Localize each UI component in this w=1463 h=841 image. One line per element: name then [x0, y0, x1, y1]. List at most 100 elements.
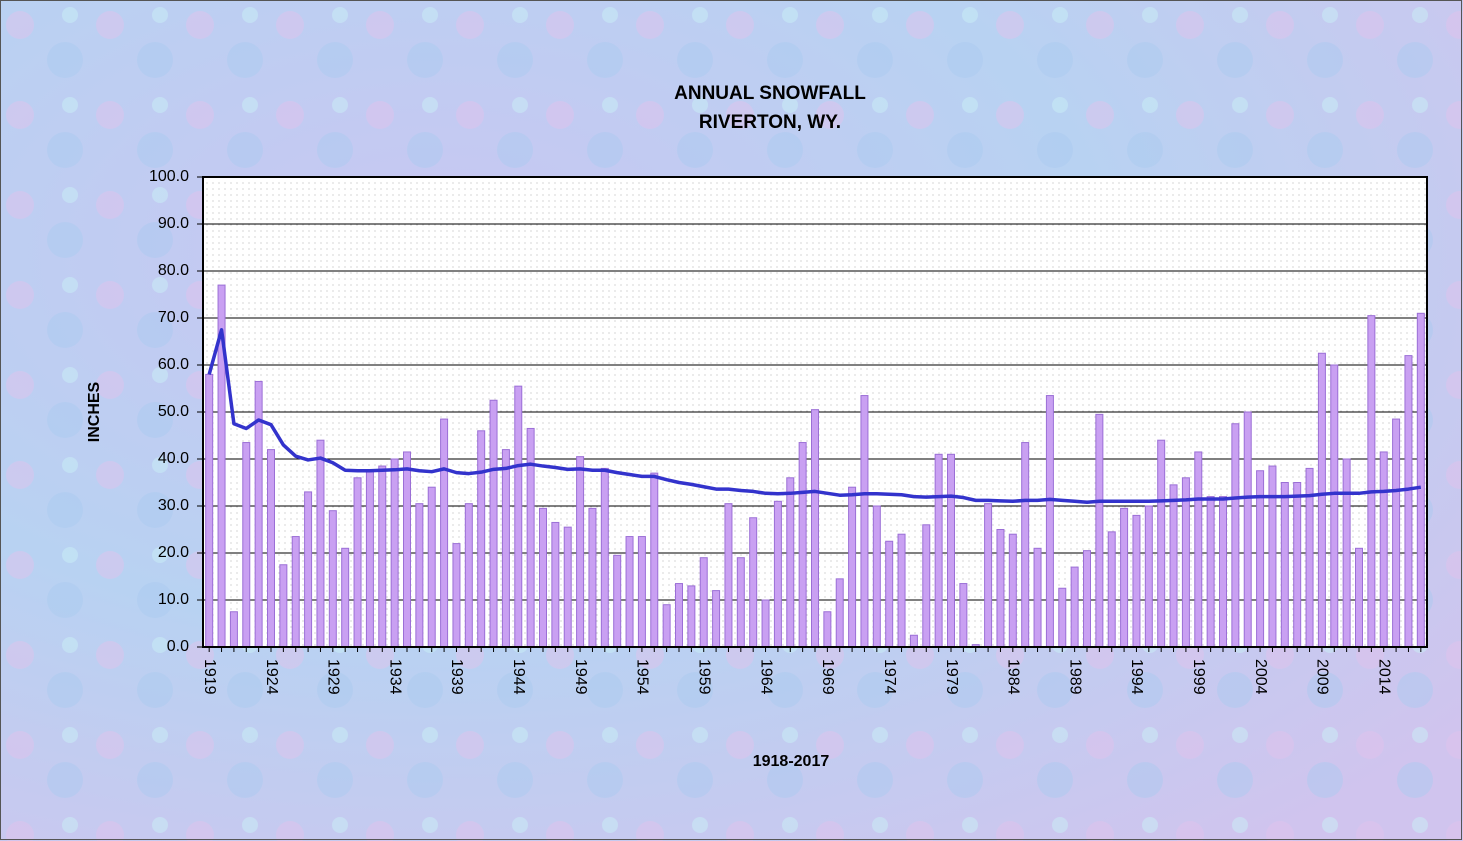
trend-line	[207, 328, 1422, 504]
y-tick-label: 100.0	[149, 168, 189, 185]
x-tick-label: 1969	[819, 659, 836, 695]
bar	[242, 442, 251, 648]
bar	[749, 517, 758, 648]
bar	[1144, 505, 1153, 648]
bar	[699, 557, 708, 648]
bar	[947, 453, 955, 648]
bar	[625, 536, 634, 648]
y-tick-label: 60.0	[158, 356, 189, 373]
bar	[291, 536, 300, 648]
x-tick-label: 2014	[1375, 659, 1392, 695]
bar	[526, 427, 535, 648]
bar	[378, 465, 387, 648]
bar	[267, 449, 275, 648]
bar	[1392, 418, 1401, 648]
bar	[996, 529, 1005, 648]
y-tick-label: 10.0	[158, 591, 189, 608]
bar	[1120, 507, 1129, 648]
bar	[909, 634, 918, 648]
bar	[365, 470, 374, 648]
bar	[984, 503, 993, 648]
x-tick-label: 1974	[881, 659, 898, 695]
x-tick-label: 1944	[510, 659, 527, 695]
bar	[823, 611, 832, 648]
bar	[1157, 439, 1166, 648]
x-tick-label: 1924	[263, 659, 280, 695]
bar	[1058, 587, 1067, 648]
y-tick-label: 90.0	[158, 215, 189, 232]
bar	[712, 590, 721, 648]
bar	[798, 442, 807, 648]
bar	[1367, 315, 1376, 648]
x-tick-label: 1984	[1005, 659, 1022, 695]
plot-border	[202, 176, 1428, 648]
x-tick-label: 1919	[201, 659, 218, 695]
bar	[427, 486, 436, 648]
bar	[1194, 451, 1203, 648]
bar	[1045, 395, 1054, 648]
bar	[1355, 547, 1363, 648]
bar	[304, 491, 313, 648]
bar	[1342, 458, 1351, 648]
bar	[1330, 364, 1339, 648]
bar	[885, 540, 894, 648]
bar	[934, 453, 943, 648]
bar	[872, 505, 881, 648]
bar	[1268, 465, 1277, 648]
x-tick-label: 1964	[757, 659, 774, 695]
bar	[341, 547, 350, 648]
x-tick-label: 1949	[572, 659, 589, 695]
bar	[650, 472, 659, 648]
x-tick-label: 1929	[325, 659, 342, 695]
bar	[1107, 531, 1116, 648]
bar	[736, 557, 745, 648]
x-tick-label: 1979	[943, 659, 960, 695]
x-tick-label: 2009	[1314, 659, 1331, 695]
bar	[786, 477, 795, 648]
bar	[576, 456, 585, 648]
bar	[403, 451, 411, 648]
x-axis-label: 1918-2017	[753, 753, 830, 770]
bar	[316, 439, 325, 648]
bar	[464, 503, 473, 648]
bar	[1280, 482, 1289, 648]
bar	[1021, 442, 1030, 648]
bar	[440, 418, 449, 648]
bar	[675, 583, 683, 648]
bar	[811, 409, 819, 648]
chart-subtitle: RIVERTON, WY.	[699, 112, 841, 133]
bar	[415, 503, 424, 648]
bar	[860, 395, 869, 648]
y-tick-label: 20.0	[158, 544, 189, 561]
bar	[1317, 352, 1326, 648]
x-tick-label: 1954	[634, 659, 651, 695]
bar	[600, 467, 609, 648]
bar	[773, 500, 782, 648]
bar	[1404, 355, 1413, 648]
x-tick-label: 1989	[1066, 659, 1083, 695]
bar	[922, 524, 931, 648]
x-tick-label: 1999	[1190, 659, 1207, 695]
bar	[724, 503, 733, 648]
bar	[279, 564, 288, 648]
x-tick-label: 1994	[1128, 659, 1145, 695]
bar	[1206, 496, 1215, 648]
bar	[1231, 423, 1240, 648]
bar	[353, 477, 362, 648]
bar	[1008, 533, 1017, 648]
y-axis-label: INCHES	[86, 381, 103, 442]
bar	[477, 430, 486, 648]
bar	[1169, 484, 1178, 648]
bar	[687, 585, 696, 648]
bar	[390, 458, 399, 648]
bar	[229, 611, 238, 648]
y-tick-label: 80.0	[158, 262, 189, 279]
bar	[1379, 451, 1388, 648]
x-tick-label: 1959	[695, 659, 712, 695]
bar	[1416, 312, 1425, 648]
bar	[637, 536, 646, 648]
y-tick-label: 30.0	[158, 497, 189, 514]
bar	[489, 399, 498, 648]
bar	[1083, 550, 1091, 648]
